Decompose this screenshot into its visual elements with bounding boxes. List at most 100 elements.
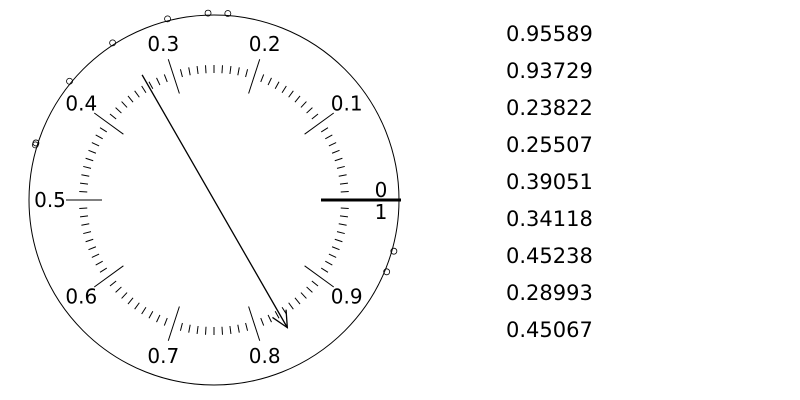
minor-tick <box>148 311 154 319</box>
tick-label: 0.5 <box>34 188 66 212</box>
minor-tick <box>79 215 89 218</box>
minor-tick <box>294 297 301 305</box>
minor-tick <box>339 182 349 185</box>
value-item: 0.45238 <box>506 244 593 268</box>
minor-tick <box>325 134 333 140</box>
minor-tick <box>83 231 92 235</box>
minor-tick <box>311 280 319 287</box>
minor-tick <box>81 223 90 226</box>
minor-tick <box>320 127 329 133</box>
minor-tick <box>306 286 313 293</box>
minor-tick <box>260 317 265 326</box>
tick-labels: 0.1 0.2 0.3 0.4 0.5 0.6 0.7 0.8 0.9 <box>34 32 362 368</box>
minor-tick <box>81 174 90 177</box>
minor-tick <box>83 165 92 169</box>
minor-tick <box>91 142 100 147</box>
zero-marker: 01 <box>321 178 401 224</box>
minor-tick <box>79 207 88 209</box>
minor-tick <box>205 65 207 74</box>
minor-tick <box>221 326 223 335</box>
value-item: 0.28993 <box>506 281 593 305</box>
data-point <box>164 15 171 23</box>
minor-tick <box>340 207 349 209</box>
minor-tick <box>141 85 147 94</box>
value-item: 0.34118 <box>506 207 593 231</box>
minor-tick <box>267 77 272 86</box>
minor-tick <box>179 322 183 331</box>
minor-tick <box>88 246 97 251</box>
minor-tick <box>340 191 349 193</box>
one-label: 1 <box>375 200 388 224</box>
minor-tick <box>267 314 272 323</box>
major-tick <box>167 59 180 94</box>
data-points <box>31 9 398 276</box>
minor-tick <box>134 302 140 310</box>
tick-label: 0.8 <box>249 344 281 368</box>
minor-tick <box>320 267 329 273</box>
tick-label: 0.1 <box>331 92 363 116</box>
value-item: 0.45067 <box>506 318 593 342</box>
major-tick <box>93 265 124 288</box>
data-point <box>224 10 232 17</box>
value-item: 0.93729 <box>506 59 593 83</box>
minor-tick <box>288 302 294 310</box>
minor-tick <box>288 90 294 98</box>
minor-tick <box>79 191 88 193</box>
arrow-head <box>272 309 289 329</box>
minor-tick <box>328 142 337 147</box>
minor-tick <box>163 74 168 83</box>
minor-tick <box>237 67 240 76</box>
minor-tick <box>331 149 340 154</box>
data-point <box>109 39 117 47</box>
minor-tick <box>229 325 232 335</box>
minor-tick <box>179 69 183 78</box>
minor-tick <box>148 81 154 89</box>
tick-label: 0.9 <box>331 284 363 308</box>
minor-tick <box>95 134 103 140</box>
zero-label: 0 <box>375 178 388 202</box>
major-tick <box>248 306 261 341</box>
minor-tick <box>85 157 94 162</box>
minor-tick <box>188 67 191 76</box>
minor-tick <box>281 85 287 94</box>
data-point <box>32 139 40 147</box>
minor-tick <box>134 90 140 98</box>
minor-tick <box>245 69 249 78</box>
value-item: 0.25507 <box>506 133 593 157</box>
minor-tick <box>336 231 345 235</box>
minor-tick <box>205 326 207 335</box>
minor-tick <box>237 324 240 333</box>
data-point <box>204 9 212 17</box>
minor-tick <box>109 280 117 287</box>
tick-label: 0.2 <box>249 32 281 56</box>
value-item: 0.23822 <box>506 96 593 120</box>
minor-tick <box>95 260 103 266</box>
minor-tick <box>338 174 347 177</box>
minor-tick <box>300 101 307 108</box>
minor-tick <box>274 81 280 89</box>
minor-tick <box>311 113 319 120</box>
arrow-shaft <box>141 74 288 328</box>
minor-tick <box>188 324 191 333</box>
minor-tick <box>115 107 122 114</box>
minor-tick <box>300 292 307 299</box>
major-tick <box>248 59 261 94</box>
minor-tick <box>274 311 280 319</box>
tick-label: 0.7 <box>147 344 179 368</box>
major-tick <box>167 306 180 341</box>
minor-tick <box>156 314 161 323</box>
minor-tick <box>109 113 117 120</box>
major-tick <box>93 112 124 135</box>
major-tick <box>304 112 335 135</box>
minor-tick <box>328 253 337 258</box>
tick-label: 0.6 <box>65 284 97 308</box>
minor-tick <box>196 65 199 75</box>
minor-tick <box>115 286 122 293</box>
minor-tick <box>221 65 223 74</box>
minor-tick <box>331 246 340 251</box>
minor-tick <box>121 292 128 299</box>
minor-tick <box>306 107 313 114</box>
data-point <box>390 247 398 255</box>
tick-marks <box>66 59 349 341</box>
